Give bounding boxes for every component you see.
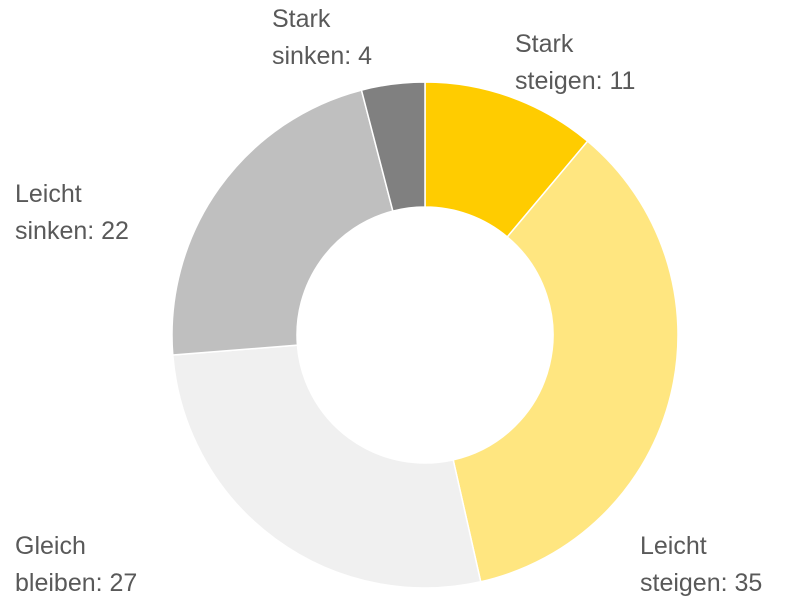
data-label-line: sinken: 4 [272, 42, 372, 70]
data-label: Stark steigen: 11 [515, 30, 635, 95]
data-label-line: bleiben: 27 [15, 569, 137, 597]
data-label-line: steigen: 11 [515, 67, 635, 95]
donut-slice [360, 81, 426, 213]
data-label-line: Leicht [15, 180, 82, 208]
donut-slice [171, 89, 394, 356]
data-label: Leicht steigen: 35 [640, 532, 762, 597]
donut-slice [452, 140, 679, 583]
data-label-line: Stark [272, 5, 331, 33]
data-label: Leicht sinken: 22 [15, 180, 129, 245]
donut-slice [171, 344, 482, 589]
data-label-line: sinken: 22 [15, 217, 129, 245]
data-label-line: Leicht [640, 532, 707, 560]
data-label: Gleich bleiben: 27 [15, 532, 137, 597]
data-label-line: Gleich [15, 532, 86, 560]
data-label-line: steigen: 35 [640, 569, 762, 597]
data-label-line: Stark [515, 30, 574, 58]
data-label: Stark sinken: 4 [272, 5, 372, 70]
